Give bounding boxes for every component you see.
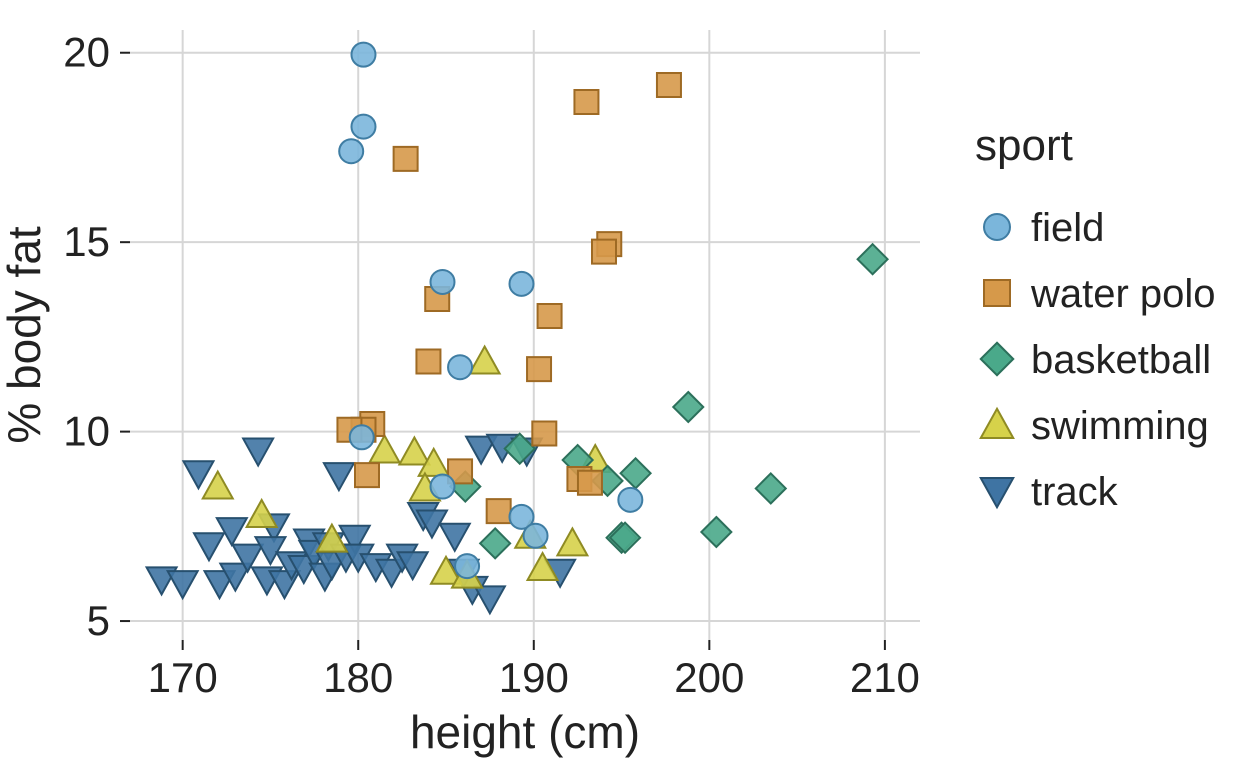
point-field [350,425,374,449]
legend-label-field: field [1031,206,1104,250]
x-tick-label: 170 [148,654,218,701]
x-tick-label: 180 [323,654,393,701]
legend-label-swimming: swimming [1031,404,1209,448]
legend-marker-water_polo [984,280,1010,306]
point-water_polo [592,240,616,264]
x-tick-label: 190 [499,654,569,701]
point-field [351,43,375,67]
point-water_polo [355,463,379,487]
legend-title: sport [975,121,1073,170]
point-field [430,270,454,294]
x-axis-label: height (cm) [410,706,640,758]
point-water_polo [527,357,551,381]
point-water_polo [487,499,511,523]
point-field [430,475,454,499]
point-field [455,554,479,578]
point-field [351,115,375,139]
point-field [339,139,363,163]
y-tick-label: 10 [63,408,110,455]
point-water_polo [416,350,440,374]
legend-marker-field [984,214,1010,240]
y-tick-label: 15 [63,218,110,265]
y-axis-label: % body fat [0,226,50,444]
point-field [618,488,642,512]
point-field [524,524,548,548]
y-tick-label: 5 [87,597,110,644]
x-tick-label: 200 [674,654,744,701]
x-tick-label: 210 [850,654,920,701]
legend-label-basketball: basketball [1031,338,1211,382]
point-field [448,355,472,379]
legend-label-water_polo: water polo [1030,272,1216,316]
point-water_polo [574,90,598,114]
point-water_polo [657,73,681,97]
point-water_polo [538,304,562,328]
point-field [509,272,533,296]
legend-label-track: track [1031,470,1119,514]
point-water_polo [578,471,602,495]
point-water_polo [532,422,556,446]
y-tick-label: 20 [63,29,110,76]
scatter-chart: 170 180 190 200 210 5 10 15 20 height (cm) % body … [0,0,1260,778]
point-water_polo [394,147,418,171]
chart-svg: 170 180 190 200 210 5 10 15 20 height (cm) % body … [0,0,1260,778]
